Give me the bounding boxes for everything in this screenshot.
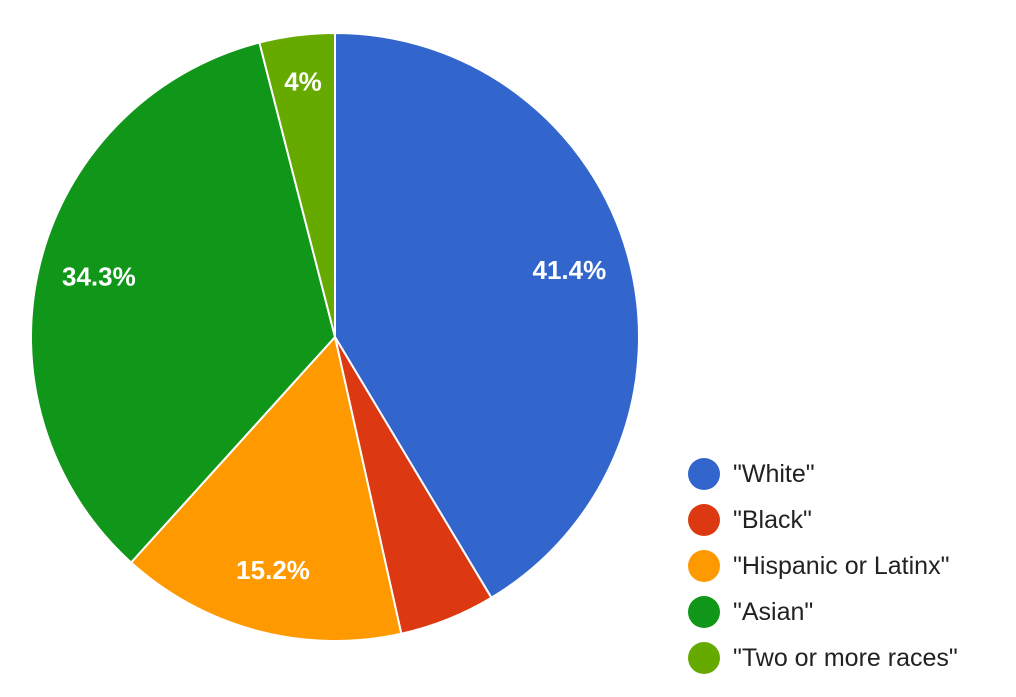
slice-label-asian: 34.3% <box>62 262 136 292</box>
pie-slice-white[interactable] <box>334 31 640 600</box>
legend-label-white: "White" <box>733 459 815 488</box>
slice-label-two-or-more-races: 4% <box>284 67 322 97</box>
legend-label-black: "Black" <box>733 505 812 534</box>
legend-item-asian[interactable]: "Asian" <box>688 589 1008 635</box>
legend-swatch-white <box>688 458 720 490</box>
legend-swatch-hispanic-or-latinx <box>688 550 720 582</box>
legend-item-black[interactable]: "Black" <box>688 497 1008 543</box>
pie-slice-asian[interactable] <box>30 41 337 564</box>
slice-label-white: 41.4% <box>533 255 607 285</box>
legend-item-two-or-more-races[interactable]: "Two or more races" <box>688 635 1008 681</box>
legend-label-asian: "Asian" <box>733 597 814 626</box>
legend-swatch-black <box>688 504 720 536</box>
pie-slice-two-or-more-races[interactable] <box>258 31 336 338</box>
legend-label-two-or-more-races: "Two or more races" <box>733 643 958 672</box>
legend-label-hispanic-or-latinx: "Hispanic or Latinx" <box>733 551 950 580</box>
pie-slice-hispanic-or-latinx[interactable] <box>129 334 403 642</box>
legend-item-white[interactable]: "White" <box>688 451 1008 497</box>
slice-label-hispanic-or-latinx: 15.2% <box>236 555 310 585</box>
legend: "White" "Black" "Hispanic or Latinx" "As… <box>688 451 1008 681</box>
legend-item-hispanic-or-latinx[interactable]: "Hispanic or Latinx" <box>688 543 1008 589</box>
legend-swatch-two-or-more-races <box>688 642 720 674</box>
legend-swatch-asian <box>688 596 720 628</box>
